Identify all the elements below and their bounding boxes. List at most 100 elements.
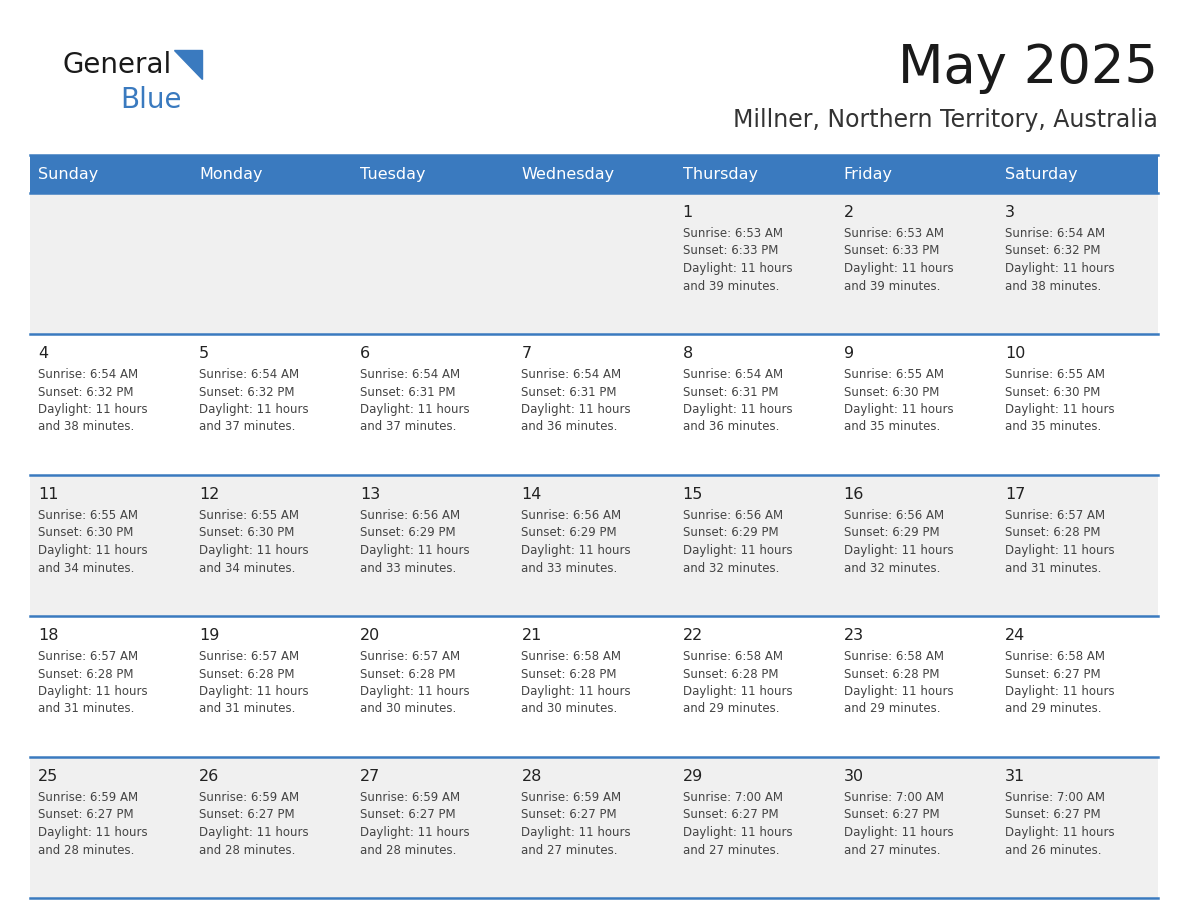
Text: 10: 10 <box>1005 346 1025 361</box>
Bar <box>30 475 1158 616</box>
Text: 18: 18 <box>38 628 58 643</box>
Text: Sunrise: 7:00 AM: Sunrise: 7:00 AM <box>843 791 943 804</box>
Text: and 39 minutes.: and 39 minutes. <box>843 279 940 293</box>
Text: 24: 24 <box>1005 628 1025 643</box>
Text: Sunset: 6:28 PM: Sunset: 6:28 PM <box>683 667 778 680</box>
Text: Daylight: 11 hours: Daylight: 11 hours <box>522 826 631 839</box>
Text: Sunset: 6:30 PM: Sunset: 6:30 PM <box>1005 386 1100 398</box>
Text: Sunset: 6:28 PM: Sunset: 6:28 PM <box>843 667 940 680</box>
Text: and 27 minutes.: and 27 minutes. <box>843 844 940 856</box>
Text: Daylight: 11 hours: Daylight: 11 hours <box>522 685 631 698</box>
Text: Sunset: 6:31 PM: Sunset: 6:31 PM <box>360 386 456 398</box>
Text: Sunset: 6:27 PM: Sunset: 6:27 PM <box>522 809 617 822</box>
Text: and 29 minutes.: and 29 minutes. <box>1005 702 1101 715</box>
Text: Daylight: 11 hours: Daylight: 11 hours <box>1005 685 1114 698</box>
Text: Sunrise: 6:55 AM: Sunrise: 6:55 AM <box>843 368 943 381</box>
Text: Sunset: 6:30 PM: Sunset: 6:30 PM <box>38 527 133 540</box>
Text: Saturday: Saturday <box>1005 166 1078 182</box>
Text: Sunset: 6:27 PM: Sunset: 6:27 PM <box>1005 809 1100 822</box>
Text: and 27 minutes.: and 27 minutes. <box>522 844 618 856</box>
Text: Sunset: 6:30 PM: Sunset: 6:30 PM <box>843 386 939 398</box>
Text: Daylight: 11 hours: Daylight: 11 hours <box>200 826 309 839</box>
Text: Daylight: 11 hours: Daylight: 11 hours <box>843 544 953 557</box>
Text: Monday: Monday <box>200 166 263 182</box>
Text: Sunrise: 7:00 AM: Sunrise: 7:00 AM <box>1005 791 1105 804</box>
Text: and 31 minutes.: and 31 minutes. <box>200 702 296 715</box>
Text: 26: 26 <box>200 769 220 784</box>
Text: Sunset: 6:28 PM: Sunset: 6:28 PM <box>1005 527 1100 540</box>
Text: and 28 minutes.: and 28 minutes. <box>360 844 456 856</box>
Polygon shape <box>173 50 202 79</box>
Text: Sunday: Sunday <box>38 166 99 182</box>
Text: and 28 minutes.: and 28 minutes. <box>200 844 296 856</box>
Text: Sunrise: 6:54 AM: Sunrise: 6:54 AM <box>360 368 461 381</box>
Text: Sunrise: 6:58 AM: Sunrise: 6:58 AM <box>683 650 783 663</box>
Text: 9: 9 <box>843 346 854 361</box>
Text: and 36 minutes.: and 36 minutes. <box>522 420 618 433</box>
Text: and 31 minutes.: and 31 minutes. <box>1005 562 1101 575</box>
Text: and 34 minutes.: and 34 minutes. <box>38 562 134 575</box>
Text: Sunrise: 6:55 AM: Sunrise: 6:55 AM <box>1005 368 1105 381</box>
Text: Daylight: 11 hours: Daylight: 11 hours <box>683 544 792 557</box>
Text: Sunrise: 7:00 AM: Sunrise: 7:00 AM <box>683 791 783 804</box>
Text: Daylight: 11 hours: Daylight: 11 hours <box>38 544 147 557</box>
Text: 20: 20 <box>360 628 380 643</box>
Text: Sunrise: 6:53 AM: Sunrise: 6:53 AM <box>843 227 943 240</box>
Text: Sunrise: 6:58 AM: Sunrise: 6:58 AM <box>843 650 943 663</box>
Text: 11: 11 <box>38 487 58 502</box>
Text: Sunset: 6:29 PM: Sunset: 6:29 PM <box>683 527 778 540</box>
Text: Daylight: 11 hours: Daylight: 11 hours <box>200 403 309 416</box>
Text: Daylight: 11 hours: Daylight: 11 hours <box>522 544 631 557</box>
Text: Daylight: 11 hours: Daylight: 11 hours <box>38 403 147 416</box>
Text: Tuesday: Tuesday <box>360 166 425 182</box>
Text: and 30 minutes.: and 30 minutes. <box>360 702 456 715</box>
Text: and 37 minutes.: and 37 minutes. <box>360 420 456 433</box>
Text: Sunset: 6:29 PM: Sunset: 6:29 PM <box>522 527 617 540</box>
Text: Sunrise: 6:54 AM: Sunrise: 6:54 AM <box>1005 227 1105 240</box>
Text: Sunrise: 6:56 AM: Sunrise: 6:56 AM <box>683 509 783 522</box>
Text: Daylight: 11 hours: Daylight: 11 hours <box>1005 826 1114 839</box>
Text: 15: 15 <box>683 487 703 502</box>
Text: 5: 5 <box>200 346 209 361</box>
Text: Sunrise: 6:59 AM: Sunrise: 6:59 AM <box>360 791 461 804</box>
Text: and 33 minutes.: and 33 minutes. <box>360 562 456 575</box>
Text: Blue: Blue <box>120 86 182 114</box>
Text: 22: 22 <box>683 628 703 643</box>
Text: 23: 23 <box>843 628 864 643</box>
Text: Sunset: 6:31 PM: Sunset: 6:31 PM <box>522 386 617 398</box>
Text: 25: 25 <box>38 769 58 784</box>
Text: Sunrise: 6:57 AM: Sunrise: 6:57 AM <box>360 650 461 663</box>
Text: Sunset: 6:28 PM: Sunset: 6:28 PM <box>360 667 456 680</box>
Text: Daylight: 11 hours: Daylight: 11 hours <box>522 403 631 416</box>
Text: Sunset: 6:32 PM: Sunset: 6:32 PM <box>38 386 133 398</box>
Text: Sunset: 6:28 PM: Sunset: 6:28 PM <box>200 667 295 680</box>
Text: 3: 3 <box>1005 205 1015 220</box>
Text: 29: 29 <box>683 769 703 784</box>
Text: 12: 12 <box>200 487 220 502</box>
Text: and 37 minutes.: and 37 minutes. <box>200 420 296 433</box>
Text: Daylight: 11 hours: Daylight: 11 hours <box>1005 403 1114 416</box>
Text: and 35 minutes.: and 35 minutes. <box>1005 420 1101 433</box>
Text: Sunset: 6:27 PM: Sunset: 6:27 PM <box>843 809 940 822</box>
Bar <box>30 193 1158 334</box>
Text: 31: 31 <box>1005 769 1025 784</box>
Text: Sunset: 6:33 PM: Sunset: 6:33 PM <box>683 244 778 258</box>
Text: 2: 2 <box>843 205 854 220</box>
Text: Daylight: 11 hours: Daylight: 11 hours <box>360 544 470 557</box>
Text: and 28 minutes.: and 28 minutes. <box>38 844 134 856</box>
Text: and 26 minutes.: and 26 minutes. <box>1005 844 1101 856</box>
Text: Sunrise: 6:56 AM: Sunrise: 6:56 AM <box>843 509 943 522</box>
Text: Sunset: 6:27 PM: Sunset: 6:27 PM <box>683 809 778 822</box>
Text: Wednesday: Wednesday <box>522 166 614 182</box>
Text: Sunset: 6:31 PM: Sunset: 6:31 PM <box>683 386 778 398</box>
Text: and 36 minutes.: and 36 minutes. <box>683 420 779 433</box>
Text: 21: 21 <box>522 628 542 643</box>
Text: Daylight: 11 hours: Daylight: 11 hours <box>360 826 470 839</box>
Text: Sunset: 6:33 PM: Sunset: 6:33 PM <box>843 244 939 258</box>
Bar <box>30 334 1158 475</box>
Text: Sunrise: 6:58 AM: Sunrise: 6:58 AM <box>522 650 621 663</box>
Text: and 31 minutes.: and 31 minutes. <box>38 702 134 715</box>
Text: Daylight: 11 hours: Daylight: 11 hours <box>38 685 147 698</box>
Text: and 29 minutes.: and 29 minutes. <box>683 702 779 715</box>
Text: Daylight: 11 hours: Daylight: 11 hours <box>843 403 953 416</box>
